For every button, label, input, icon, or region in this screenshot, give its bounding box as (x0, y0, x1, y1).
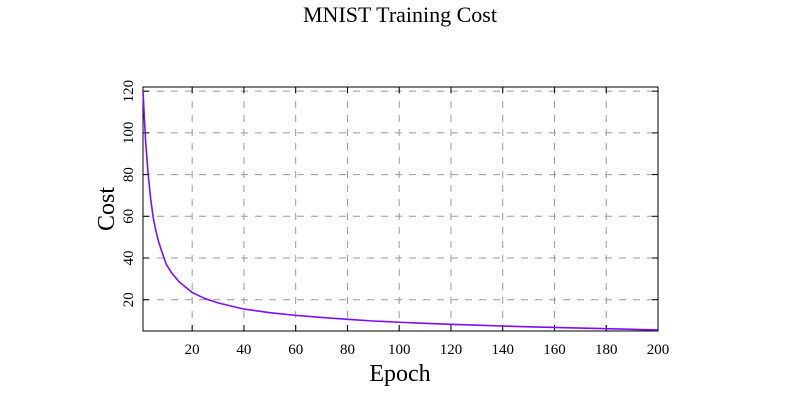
y-tick-label: 80 (121, 167, 137, 182)
grid-lines (143, 87, 658, 331)
y-tick-label: 40 (121, 251, 137, 266)
x-tick-label: 140 (491, 342, 514, 358)
axis-ticks: 20 40 60 80 100 120 140 160 180 200 20 40 60 80 100 120 (121, 80, 669, 358)
x-tick-label: 20 (185, 342, 200, 358)
x-axis-label: Epoch (369, 361, 430, 387)
x-tick-label: 200 (647, 342, 670, 358)
x-tick-label: 100 (388, 342, 411, 358)
x-tick-label: 120 (440, 342, 463, 358)
plot-frame (142, 86, 659, 332)
y-tick-label: 60 (121, 209, 137, 224)
chart-title: MNIST Training Cost (303, 2, 497, 27)
x-tick-label: 40 (236, 342, 251, 358)
y-axis-label: Cost (94, 187, 120, 231)
y-tick-label: 20 (121, 292, 137, 307)
cost-series-line (142, 91, 659, 331)
x-tick-label: 80 (340, 342, 355, 358)
y-tick-label: 120 (121, 80, 137, 103)
x-tick-label: 180 (595, 342, 618, 358)
x-tick-label: 160 (543, 342, 566, 358)
x-tick-label: 60 (288, 342, 303, 358)
y-tick-label: 100 (121, 122, 137, 145)
